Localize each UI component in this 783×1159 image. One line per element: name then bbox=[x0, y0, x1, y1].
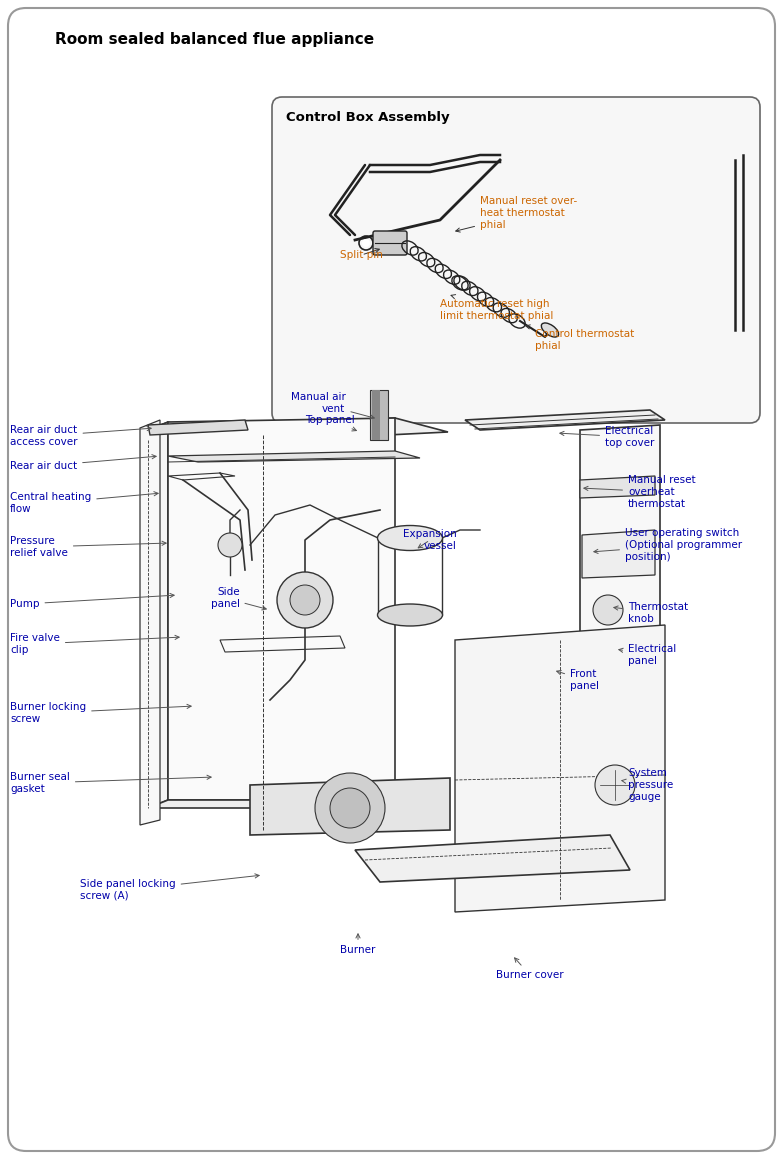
Text: Burner: Burner bbox=[341, 934, 376, 955]
Circle shape bbox=[362, 239, 370, 247]
Text: Rear air duct
access cover: Rear air duct access cover bbox=[10, 425, 151, 447]
Bar bbox=[370, 389, 388, 440]
Polygon shape bbox=[465, 410, 665, 430]
Text: Burner seal
gasket: Burner seal gasket bbox=[10, 772, 211, 794]
Text: Manual reset
overheat
thermostat: Manual reset overheat thermostat bbox=[584, 475, 695, 509]
Polygon shape bbox=[580, 425, 660, 700]
Text: Central heating
flow: Central heating flow bbox=[10, 491, 158, 513]
Text: Thermostat
knob: Thermostat knob bbox=[614, 603, 688, 624]
Circle shape bbox=[277, 573, 333, 628]
Text: Side
panel: Side panel bbox=[211, 588, 266, 610]
Text: Top panel: Top panel bbox=[305, 415, 356, 431]
Text: Burner cover: Burner cover bbox=[496, 957, 564, 981]
Text: Burner locking
screw: Burner locking screw bbox=[10, 702, 191, 724]
Text: Front
panel: Front panel bbox=[557, 669, 599, 691]
Circle shape bbox=[290, 585, 320, 615]
Polygon shape bbox=[355, 834, 630, 882]
Text: Pump: Pump bbox=[10, 593, 174, 608]
Ellipse shape bbox=[377, 525, 442, 551]
Polygon shape bbox=[148, 422, 205, 440]
Circle shape bbox=[595, 765, 635, 806]
Text: Fire valve
clip: Fire valve clip bbox=[10, 633, 179, 655]
Polygon shape bbox=[148, 420, 248, 435]
Text: Control Box Assembly: Control Box Assembly bbox=[286, 111, 449, 124]
Text: Side panel locking
screw (A): Side panel locking screw (A) bbox=[80, 874, 259, 901]
Polygon shape bbox=[168, 418, 395, 800]
Bar bbox=[372, 389, 380, 440]
Polygon shape bbox=[250, 778, 450, 834]
Text: Rear air duct: Rear air duct bbox=[10, 454, 156, 471]
Polygon shape bbox=[140, 420, 160, 825]
Text: Control thermostat
phial: Control thermostat phial bbox=[525, 325, 634, 351]
FancyBboxPatch shape bbox=[373, 231, 407, 255]
Polygon shape bbox=[582, 530, 655, 578]
Polygon shape bbox=[580, 476, 655, 498]
Circle shape bbox=[218, 533, 242, 557]
Ellipse shape bbox=[541, 323, 559, 337]
Text: Room sealed balanced flue appliance: Room sealed balanced flue appliance bbox=[55, 32, 374, 48]
Text: Electrical
panel: Electrical panel bbox=[619, 644, 677, 665]
Text: Split pin: Split pin bbox=[340, 248, 383, 260]
Circle shape bbox=[593, 595, 623, 625]
Polygon shape bbox=[148, 800, 395, 808]
Text: System
pressure
gauge: System pressure gauge bbox=[622, 768, 673, 802]
Text: Automatic reset high
limit thermostat phial: Automatic reset high limit thermostat ph… bbox=[440, 294, 554, 321]
Polygon shape bbox=[148, 422, 168, 808]
Text: User operating switch
(Optional programmer
position): User operating switch (Optional programm… bbox=[594, 529, 742, 562]
Text: Pressure
relief valve: Pressure relief valve bbox=[10, 537, 166, 557]
Text: Electrical
top cover: Electrical top cover bbox=[560, 427, 655, 447]
FancyBboxPatch shape bbox=[272, 97, 760, 423]
Text: Manual reset over-
heat thermostat
phial: Manual reset over- heat thermostat phial bbox=[456, 196, 577, 232]
Text: Manual air
vent: Manual air vent bbox=[290, 392, 374, 418]
Polygon shape bbox=[148, 418, 448, 444]
Circle shape bbox=[330, 788, 370, 828]
Polygon shape bbox=[455, 625, 665, 912]
Text: Expansion
vessel: Expansion vessel bbox=[403, 530, 456, 551]
Polygon shape bbox=[168, 451, 420, 462]
Circle shape bbox=[315, 773, 385, 843]
Ellipse shape bbox=[377, 604, 442, 626]
FancyBboxPatch shape bbox=[8, 8, 775, 1151]
